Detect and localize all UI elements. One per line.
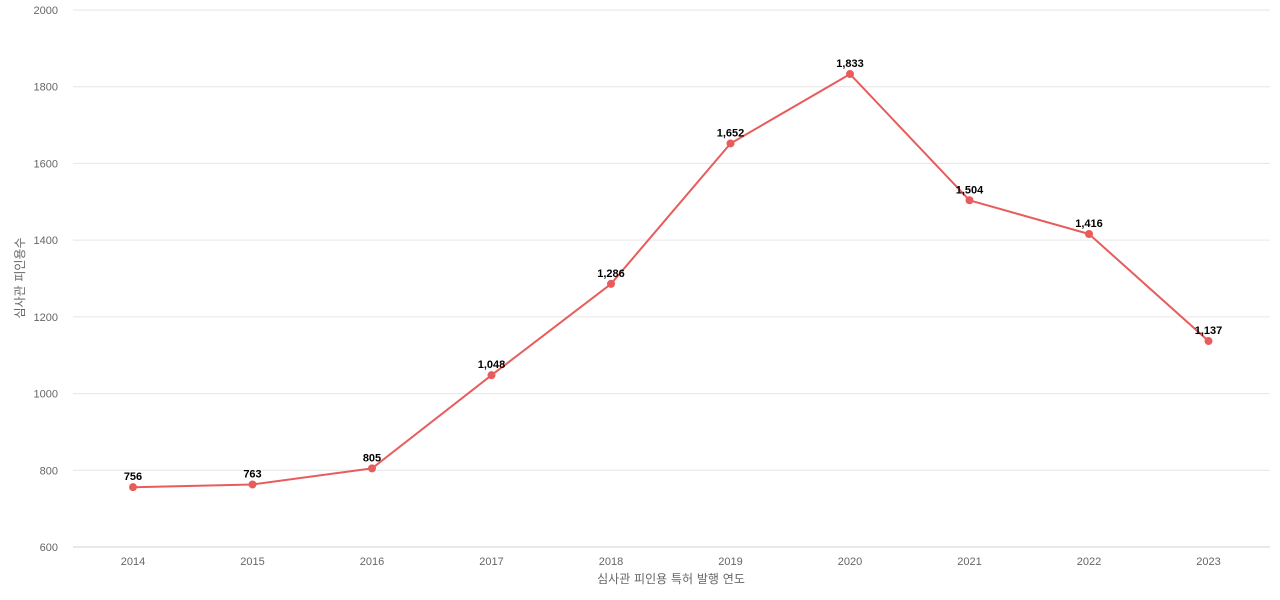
series-line xyxy=(132,73,1210,489)
x-tick-label: 2018 xyxy=(599,556,623,568)
x-axis-title: 심사관 피인용 특허 발행 연도 xyxy=(597,571,745,586)
data-label: 805 xyxy=(363,452,381,464)
data-label: 1,137 xyxy=(1195,325,1223,337)
x-tick-label: 2020 xyxy=(838,556,862,568)
data-label: 1,504 xyxy=(956,184,984,196)
y-tick-label: 600 xyxy=(40,542,58,554)
data-label: 763 xyxy=(243,468,261,480)
y-tick-label: 1800 xyxy=(34,82,58,94)
data-label: 1,652 xyxy=(717,127,745,139)
x-tick-label: 2022 xyxy=(1077,556,1101,568)
data-point[interactable] xyxy=(129,483,137,492)
data-point[interactable] xyxy=(487,371,496,380)
x-tick-label: 2016 xyxy=(360,556,384,568)
series-layer xyxy=(129,70,1213,492)
data-label: 756 xyxy=(124,471,142,483)
x-axis-ticks: 2014 2015 2016 2017 2018 2019 2020 2021 2022 2023 xyxy=(121,556,1221,568)
x-tick-label: 2017 xyxy=(479,556,503,568)
data-label-layer: 756 763 805 1,048 1,286 1,652 1,833 1,504 1,416 1… xyxy=(124,58,1222,483)
y-tick-label: 1600 xyxy=(34,158,58,170)
x-tick-label: 2015 xyxy=(240,556,264,568)
x-tick-label: 2023 xyxy=(1196,556,1220,568)
data-point[interactable] xyxy=(965,196,974,205)
y-tick-label: 800 xyxy=(40,465,58,477)
x-tick-label: 2021 xyxy=(957,556,981,568)
y-tick-label: 2000 xyxy=(34,5,58,17)
data-point[interactable] xyxy=(368,464,376,473)
data-point[interactable] xyxy=(846,70,854,79)
data-label: 1,286 xyxy=(597,268,625,280)
x-tick-label: 2019 xyxy=(718,556,742,568)
y-tick-label: 1400 xyxy=(34,235,58,247)
data-point[interactable] xyxy=(607,279,615,288)
data-point[interactable] xyxy=(1085,230,1093,239)
data-label: 1,416 xyxy=(1075,218,1103,230)
x-tick-label: 2014 xyxy=(121,556,145,568)
data-label: 1,833 xyxy=(836,58,864,70)
data-label: 1,048 xyxy=(478,359,506,371)
y-axis-ticks: 600 800 1000 1200 1400 1600 1800 2000 xyxy=(34,5,58,554)
y-tick-label: 1200 xyxy=(34,312,58,324)
y-axis-title: 심사관 피인용수 xyxy=(13,237,27,318)
data-point[interactable] xyxy=(726,139,735,148)
data-point[interactable] xyxy=(1204,337,1213,346)
grid-layer xyxy=(73,9,1270,548)
y-tick-label: 1000 xyxy=(34,389,58,401)
data-point[interactable] xyxy=(248,480,257,489)
